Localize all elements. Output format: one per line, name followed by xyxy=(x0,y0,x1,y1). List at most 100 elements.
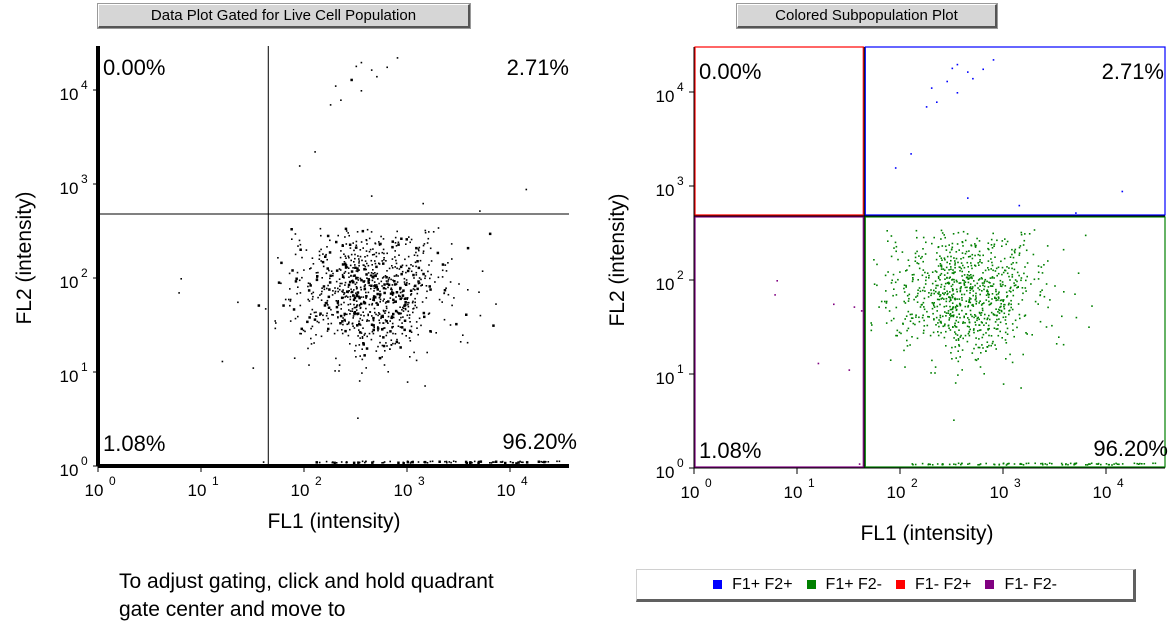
event-point xyxy=(413,254,416,256)
event-point xyxy=(355,270,358,272)
event-point xyxy=(478,291,480,293)
event-point xyxy=(1016,326,1018,329)
event-point xyxy=(967,332,970,335)
event-point xyxy=(390,316,393,320)
event-point xyxy=(982,347,984,349)
event-point xyxy=(958,329,960,331)
event-point xyxy=(358,322,361,326)
event-point xyxy=(950,315,952,318)
gated-scatter-plot[interactable]: 10 0 10 1 10 2 10 3 10 410 010 110 210 310 4 0.00% 2.7… xyxy=(0,0,1173,611)
event-point xyxy=(995,297,998,300)
event-point xyxy=(916,337,919,340)
event-point xyxy=(957,350,959,352)
event-point xyxy=(361,229,365,233)
event-point xyxy=(880,300,883,303)
event-point xyxy=(387,371,389,373)
event-point xyxy=(1037,271,1040,274)
event-point xyxy=(1007,303,1010,306)
event-point xyxy=(416,292,419,295)
event-point xyxy=(358,258,360,260)
event-point xyxy=(978,250,981,253)
event-point xyxy=(991,293,994,295)
colored-subpopulation-plot[interactable]: 10 0 10 1 10 2 10 3 10 410 010 110 210 310 4 0.00% 2.7… xyxy=(0,0,1173,611)
event-point xyxy=(363,334,366,336)
event-point xyxy=(979,366,982,368)
event-point xyxy=(910,317,913,319)
event-point xyxy=(1019,245,1022,247)
subpopulation-legend: F1+ F2+ F1+ F2- F1- F2+ F1- F2- xyxy=(636,569,1136,602)
event-point xyxy=(1011,361,1014,364)
event-point xyxy=(991,342,994,345)
event-point xyxy=(356,270,359,273)
event-point xyxy=(1025,290,1027,292)
event-point xyxy=(984,278,987,281)
event-point xyxy=(355,246,358,249)
event-point xyxy=(376,284,378,286)
event-point xyxy=(366,320,368,322)
event-point xyxy=(901,251,904,253)
event-point xyxy=(383,259,385,261)
event-point xyxy=(366,319,369,321)
event-point xyxy=(947,325,950,327)
event-point xyxy=(377,345,379,348)
event-point xyxy=(886,230,888,232)
event-point xyxy=(923,297,926,300)
left-y-axis-label: FL2 (intensity) xyxy=(13,191,36,324)
event-point xyxy=(414,289,416,291)
event-point xyxy=(968,300,971,302)
event-point xyxy=(1089,463,1091,465)
event-point xyxy=(982,284,984,287)
event-point xyxy=(303,269,305,271)
event-point xyxy=(937,322,939,324)
event-point xyxy=(1004,339,1007,341)
event-point xyxy=(452,460,455,462)
event-point xyxy=(889,359,892,361)
event-point xyxy=(367,272,370,274)
event-point xyxy=(298,165,301,167)
event-point xyxy=(420,284,422,287)
event-point xyxy=(331,313,333,316)
event-point xyxy=(999,330,1001,333)
right-quadrant-borders xyxy=(693,46,1166,469)
event-point xyxy=(978,329,981,332)
event-point xyxy=(936,310,938,312)
event-point xyxy=(413,351,415,354)
event-point xyxy=(312,263,315,265)
event-point xyxy=(406,460,410,464)
event-point xyxy=(326,330,329,332)
event-point xyxy=(1006,266,1008,268)
event-point xyxy=(909,320,912,322)
event-point xyxy=(330,322,333,325)
event-point xyxy=(299,332,301,335)
event-point xyxy=(424,461,427,463)
event-point xyxy=(913,273,915,276)
event-point xyxy=(383,298,385,300)
event-point xyxy=(389,320,391,322)
event-point xyxy=(399,297,402,301)
event-point xyxy=(948,300,951,303)
event-point xyxy=(975,292,977,295)
event-point xyxy=(937,292,939,295)
event-point xyxy=(1025,462,1028,465)
event-point xyxy=(431,460,434,463)
legend-swatch-green xyxy=(806,580,816,589)
event-point xyxy=(950,259,952,262)
event-point xyxy=(906,339,908,342)
event-point xyxy=(1041,272,1044,274)
event-point xyxy=(991,285,994,287)
event-point xyxy=(389,460,391,463)
event-point xyxy=(1113,463,1115,465)
event-point xyxy=(370,284,373,287)
event-point xyxy=(1013,284,1016,287)
event-point xyxy=(981,278,983,280)
event-point xyxy=(916,301,919,303)
event-point xyxy=(422,244,425,247)
event-point xyxy=(372,298,375,301)
event-point xyxy=(364,265,367,268)
event-point xyxy=(1005,323,1007,325)
event-point xyxy=(378,312,380,314)
event-point xyxy=(364,256,366,258)
event-point xyxy=(906,294,909,297)
event-point xyxy=(985,322,987,324)
event-point xyxy=(914,260,917,262)
